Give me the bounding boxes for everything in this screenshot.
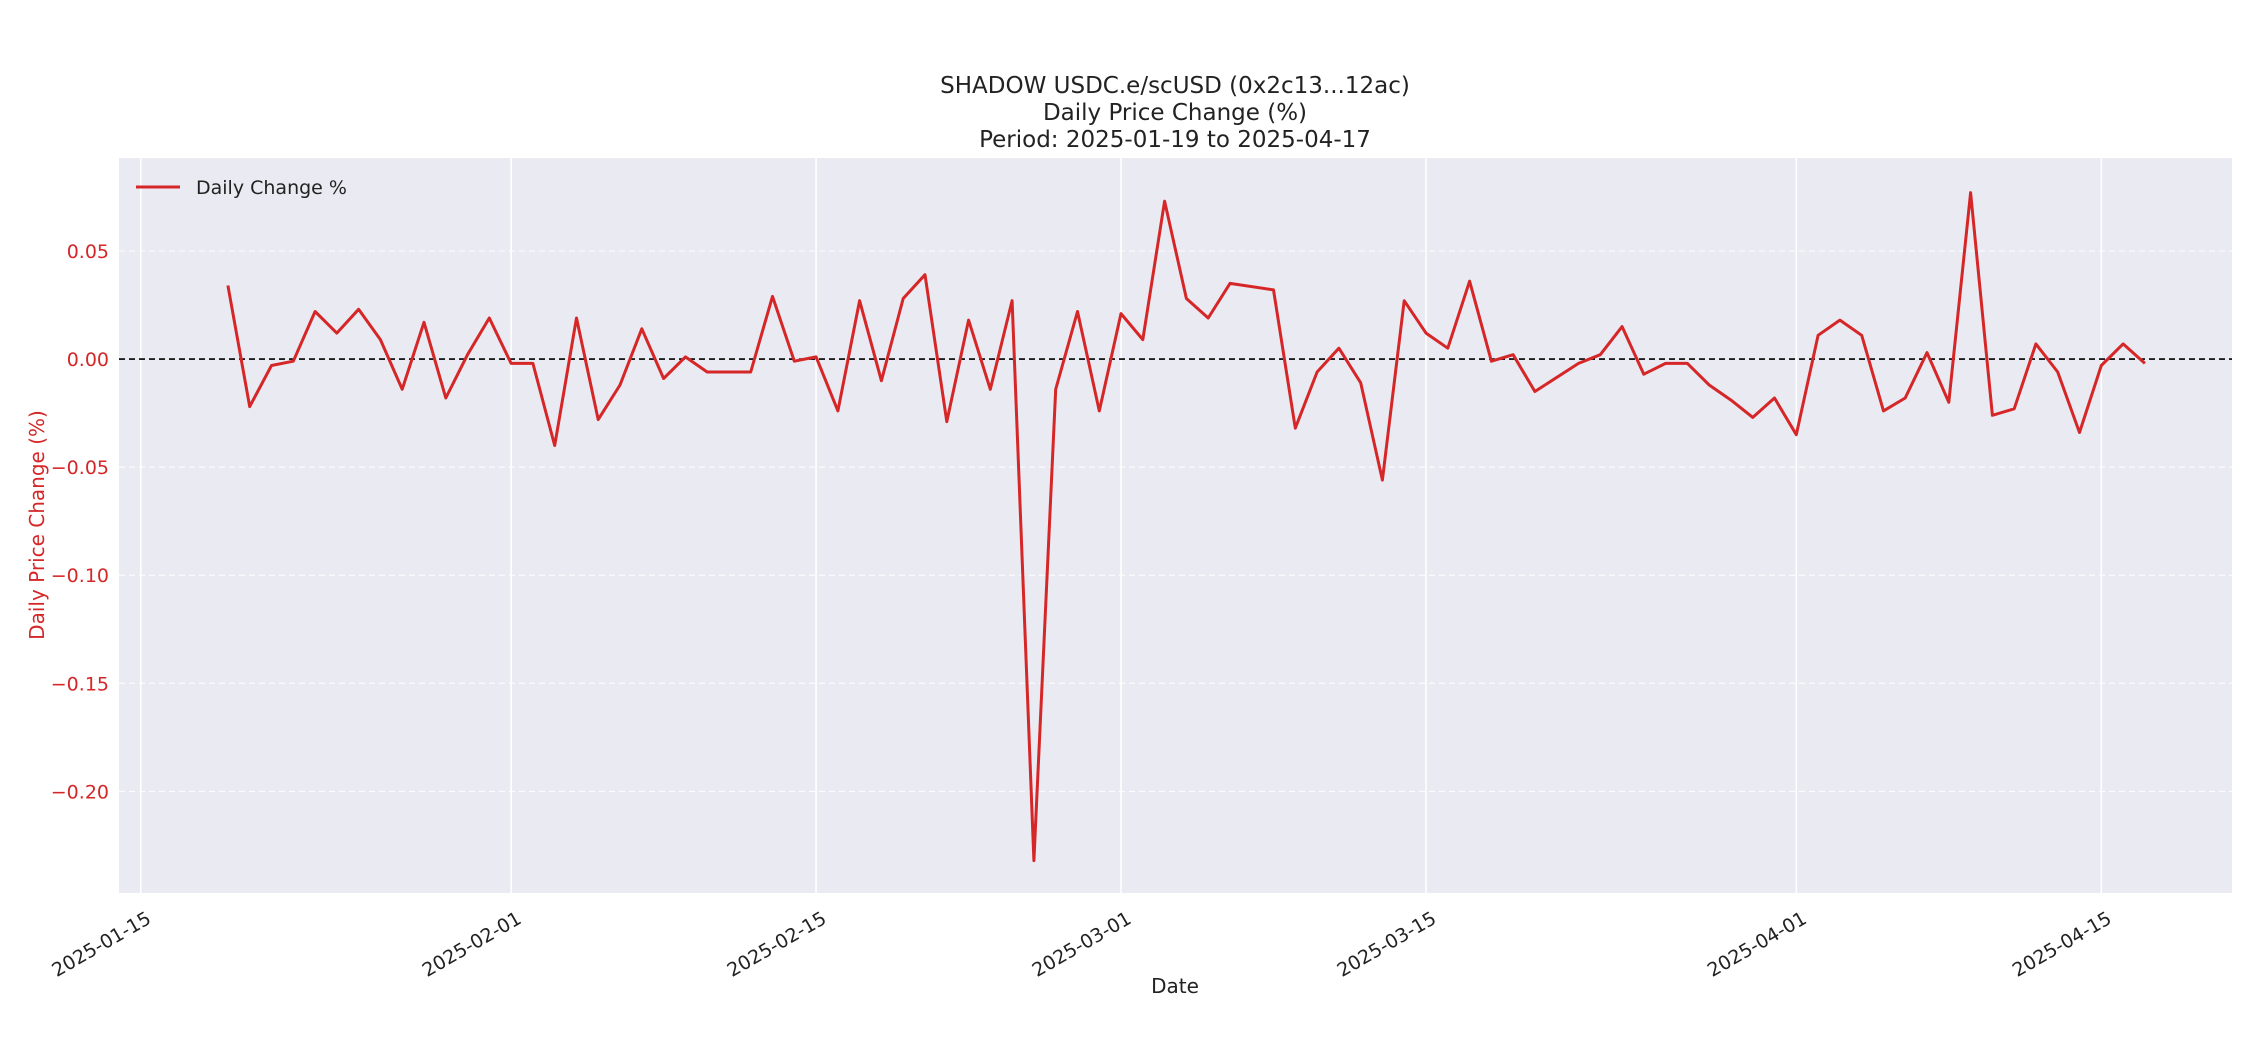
x-tick-label: 2025-01-15: [48, 907, 155, 981]
y-axis-ticks: 0.05 0.00 −0.05 −0.10 −0.15 −0.20: [51, 241, 109, 803]
legend-label: Daily Change %: [196, 177, 347, 199]
series-line-daily-change: [226, 191, 2146, 863]
x-tick-label: 2025-03-01: [1029, 907, 1136, 981]
x-tick-label: 2025-04-01: [1704, 907, 1811, 981]
x-tick-label: 2025-02-01: [419, 907, 526, 981]
plot-area: [119, 158, 2232, 893]
chart-title-line-2: Daily Price Change (%): [1043, 100, 1307, 126]
y-tick-label: 0.00: [67, 349, 109, 371]
x-tick-label: 2025-02-15: [724, 907, 831, 981]
x-axis-ticks: 2025-01-15 2025-02-01 2025-02-15 2025-03-01…: [48, 907, 2115, 981]
x-tick-label: 2025-04-15: [2009, 907, 2116, 981]
y-tick-label: −0.20: [51, 781, 109, 803]
y-axis-label: Daily Price Change (%): [25, 410, 49, 640]
y-tick-label: −0.15: [51, 673, 109, 695]
x-tick-label: 2025-03-15: [1333, 907, 1440, 981]
y-tick-label: −0.10: [51, 565, 109, 587]
legend: Daily Change %: [136, 177, 347, 199]
y-tick-label: −0.05: [51, 457, 109, 479]
chart-title-line-1: SHADOW USDC.e/scUSD (0x2c13...12ac): [940, 73, 1410, 99]
x-axis-label: Date: [1151, 974, 1199, 998]
chart-title-line-3: Period: 2025-01-19 to 2025-04-17: [979, 127, 1371, 153]
y-tick-label: 0.05: [67, 241, 109, 263]
